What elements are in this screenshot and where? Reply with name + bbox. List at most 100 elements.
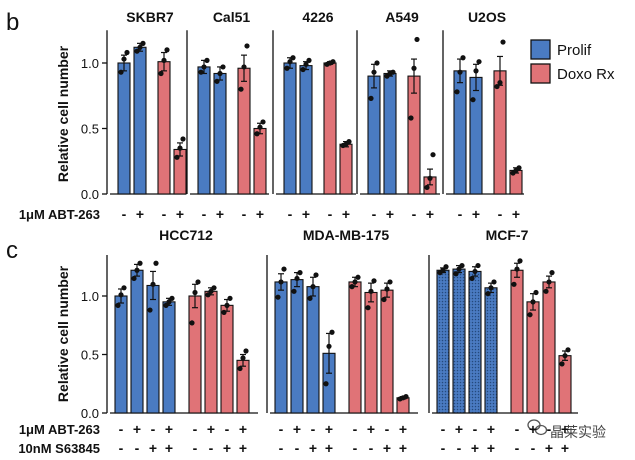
group-title: U2OS xyxy=(468,9,506,25)
treatment-sign: - xyxy=(498,206,503,222)
bar xyxy=(133,46,147,195)
data-point xyxy=(284,65,290,71)
data-point xyxy=(201,64,207,70)
data-point xyxy=(565,347,571,353)
treatment-sign: - xyxy=(311,421,316,437)
data-point xyxy=(118,292,124,298)
data-point xyxy=(470,97,476,103)
treatment-sign: - xyxy=(353,421,358,437)
data-point xyxy=(174,154,180,160)
data-point xyxy=(472,268,478,275)
treatment-sign: - xyxy=(531,440,536,456)
data-point xyxy=(562,353,568,359)
data-point xyxy=(300,66,306,73)
data-point xyxy=(217,70,223,77)
data-point xyxy=(257,124,263,130)
data-point xyxy=(427,175,433,181)
data-point xyxy=(408,115,414,121)
data-point xyxy=(224,302,230,308)
data-point xyxy=(371,69,377,75)
data-point xyxy=(177,145,183,151)
data-point xyxy=(244,43,250,49)
data-point xyxy=(355,274,361,280)
treatment-sign: + xyxy=(133,421,141,437)
group-4226: 4226- + - + xyxy=(272,9,356,222)
treatment-sign: - xyxy=(328,206,333,222)
data-point xyxy=(158,70,164,77)
data-point xyxy=(488,285,494,291)
treatment-sign: + xyxy=(207,421,215,437)
treatment-row-label: 10nM S63845 xyxy=(18,441,100,456)
data-point xyxy=(134,48,140,54)
data-point xyxy=(440,267,446,273)
treatment-sign: + xyxy=(342,206,350,222)
data-point xyxy=(330,59,336,65)
data-point xyxy=(121,56,127,62)
data-point xyxy=(163,302,169,308)
treatment-sign: + xyxy=(256,206,264,222)
data-point xyxy=(390,69,396,75)
treatment-sign: - xyxy=(242,206,247,222)
data-point xyxy=(281,266,287,272)
bar xyxy=(542,281,556,414)
treatment-sign: + xyxy=(487,440,495,456)
treatment-sign: + xyxy=(471,440,479,456)
data-point xyxy=(543,288,549,294)
watermark-text: 晶莱实验 xyxy=(550,425,606,441)
data-point xyxy=(459,262,465,269)
bar xyxy=(130,269,144,414)
bar xyxy=(220,304,234,414)
data-point xyxy=(140,40,146,46)
data-point xyxy=(260,119,266,125)
y-tick-label: 0.0 xyxy=(81,187,99,202)
treatment-sign: - xyxy=(295,440,300,456)
treatment-sign: - xyxy=(288,206,293,222)
data-point xyxy=(198,69,204,75)
treatment-sign: + xyxy=(239,440,247,456)
treatment-sign: - xyxy=(151,421,156,437)
data-point xyxy=(227,295,233,301)
data-point xyxy=(195,279,201,285)
data-point xyxy=(238,86,244,92)
treatment-sign: + xyxy=(386,206,394,222)
data-point xyxy=(153,260,159,266)
data-point xyxy=(214,78,220,84)
bar xyxy=(299,65,313,195)
y-tick-label: 0.5 xyxy=(81,122,99,137)
data-point xyxy=(329,329,335,335)
treatment-sign: + xyxy=(399,421,407,437)
data-point xyxy=(533,289,539,296)
bar xyxy=(453,70,467,195)
treatment-sign: + xyxy=(165,440,173,456)
data-point xyxy=(384,286,390,292)
treatment-sign: + xyxy=(223,440,231,456)
data-point xyxy=(323,381,329,387)
data-point xyxy=(205,292,211,298)
treatment-sign: - xyxy=(193,421,198,437)
data-point xyxy=(549,270,555,276)
bar xyxy=(468,270,482,414)
group-mda-mb-175: MDA-MB-175--+--+++--+--+++ xyxy=(266,227,418,456)
bar xyxy=(493,70,507,195)
data-point xyxy=(294,275,300,282)
data-point xyxy=(368,288,374,294)
data-point xyxy=(453,271,459,277)
bar xyxy=(383,72,397,195)
data-point xyxy=(387,279,393,285)
treatment-sign: + xyxy=(545,440,553,456)
treatment-sign: + xyxy=(325,440,333,456)
data-point xyxy=(514,266,520,272)
treatment-sign: + xyxy=(367,421,375,437)
data-point xyxy=(220,64,226,70)
treatment-sign: - xyxy=(547,421,552,437)
treatment-sign: - xyxy=(473,421,478,437)
data-point xyxy=(313,272,319,278)
treatment-sign: + xyxy=(529,421,537,437)
data-point xyxy=(546,279,552,285)
bar xyxy=(157,61,171,195)
treatment-sign: - xyxy=(279,440,284,456)
treatment-sign: + xyxy=(561,440,569,456)
treatment-sign: + xyxy=(426,206,434,222)
data-point xyxy=(497,80,503,86)
data-point xyxy=(374,60,380,66)
